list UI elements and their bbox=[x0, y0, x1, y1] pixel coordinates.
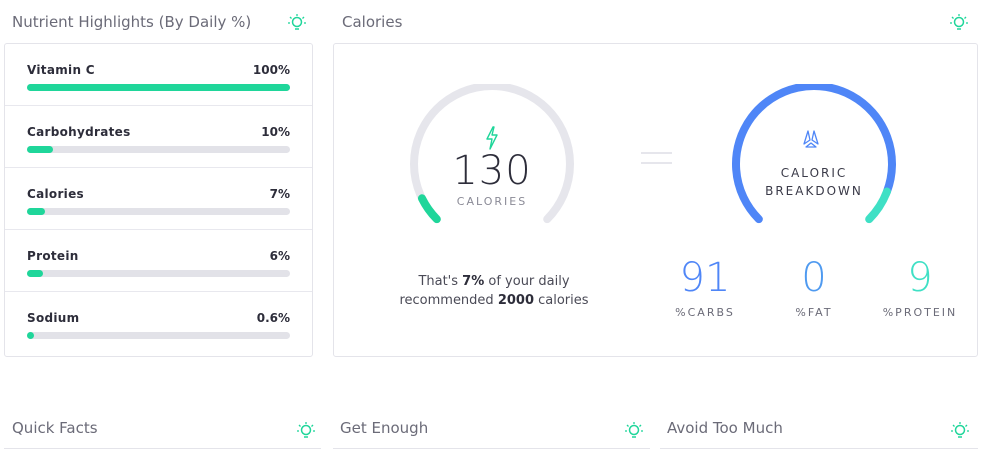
calories-section-title: Calories bbox=[342, 13, 403, 31]
triangle-icon bbox=[803, 130, 819, 148]
breakdown-label-line1: CALORIC bbox=[780, 166, 848, 180]
fat-percent: 0 bbox=[801, 255, 827, 301]
nutrient-row-calories: Calories 7% bbox=[5, 168, 312, 230]
lightbulb-icon[interactable] bbox=[296, 421, 316, 441]
lightbulb-icon[interactable] bbox=[287, 13, 307, 33]
nutrient-value: 100% bbox=[252, 63, 290, 77]
nutrient-label: Calories bbox=[27, 187, 84, 201]
nutrient-highlights-card: Vitamin C 100% Carbohydrates 10% Calorie… bbox=[4, 43, 313, 357]
nutrient-progress-fill bbox=[27, 146, 54, 153]
carbs-percent: 91 bbox=[679, 255, 731, 301]
nutrient-progress-track bbox=[27, 208, 290, 215]
avoid-too-much-title: Avoid Too Much bbox=[667, 419, 783, 437]
nutrient-progress-track bbox=[27, 270, 290, 277]
calories-card: 130 CALORIES That's 7% of your daily rec… bbox=[333, 43, 978, 357]
protein-percent: 9 bbox=[907, 255, 933, 301]
caloric-breakdown-label: CALORIC BREAKDOWN bbox=[734, 164, 894, 200]
caloric-breakdown-gauge bbox=[732, 84, 896, 224]
carbs-stat: 91 %CARBS bbox=[655, 256, 755, 319]
nutrient-row-vitamin-c: Vitamin C 100% bbox=[5, 44, 312, 106]
nutrient-progress-fill bbox=[27, 332, 34, 339]
lightbulb-icon[interactable] bbox=[949, 13, 969, 33]
protein-label: %PROTEIN bbox=[882, 306, 958, 319]
nutrient-progress-track bbox=[27, 84, 290, 91]
calorie-unit: CALORIES bbox=[456, 195, 528, 208]
fat-label: %FAT bbox=[795, 306, 833, 319]
quick-facts-title: Quick Facts bbox=[12, 419, 98, 437]
daily-text-mid: of your daily recommended bbox=[399, 274, 570, 308]
calorie-gauge bbox=[410, 84, 574, 224]
daily-text-suffix: calories bbox=[534, 293, 589, 308]
lightbulb-icon[interactable] bbox=[624, 421, 644, 441]
get-enough-title: Get Enough bbox=[340, 419, 429, 437]
equals-sign bbox=[641, 152, 672, 172]
breakdown-label-line2: BREAKDOWN bbox=[765, 184, 863, 198]
nutrient-value: 6% bbox=[269, 249, 290, 263]
nutrient-value: 10% bbox=[261, 125, 290, 139]
nutrient-row-protein: Protein 6% bbox=[5, 230, 312, 292]
nutrient-progress-track bbox=[27, 332, 290, 339]
nutrient-label: Carbohydrates bbox=[27, 125, 131, 139]
breakdown-carbs-arc bbox=[732, 84, 896, 224]
calorie-gauge-fill bbox=[417, 194, 441, 224]
nutrient-label: Sodium bbox=[27, 311, 80, 325]
nutrient-label: Protein bbox=[27, 249, 79, 263]
daily-percent-text: That's 7% of your daily recommended 2000… bbox=[374, 272, 614, 310]
nutrient-progress-fill bbox=[27, 270, 43, 277]
daily-total: 2000 bbox=[497, 293, 534, 308]
breakdown-protein-arc bbox=[865, 187, 891, 224]
nutrient-label: Vitamin C bbox=[27, 63, 95, 77]
carbs-label: %CARBS bbox=[675, 306, 735, 319]
nutrient-row-sodium: Sodium 0.6% bbox=[5, 292, 312, 354]
fat-stat: 0 %FAT bbox=[764, 256, 864, 319]
protein-stat: 9 %PROTEIN bbox=[870, 256, 970, 319]
nutrient-value: 7% bbox=[269, 187, 290, 201]
divider bbox=[333, 448, 650, 449]
nutrient-progress-fill bbox=[27, 208, 46, 215]
daily-text-prefix: That's bbox=[418, 274, 463, 289]
nutrient-row-carbohydrates: Carbohydrates 10% bbox=[5, 106, 312, 168]
calorie-amount: 130 bbox=[452, 148, 532, 194]
divider bbox=[4, 448, 321, 449]
nutrients-section-title: Nutrient Highlights (By Daily %) bbox=[12, 13, 252, 31]
nutrient-progress-fill bbox=[27, 84, 290, 91]
nutrient-value: 0.6% bbox=[256, 311, 290, 325]
calorie-gauge-track bbox=[410, 84, 574, 224]
divider bbox=[660, 448, 978, 449]
lightbulb-icon[interactable] bbox=[950, 421, 970, 441]
nutrient-progress-track bbox=[27, 146, 290, 153]
daily-percent: 7% bbox=[462, 274, 485, 289]
lightning-bolt-icon bbox=[486, 126, 498, 150]
